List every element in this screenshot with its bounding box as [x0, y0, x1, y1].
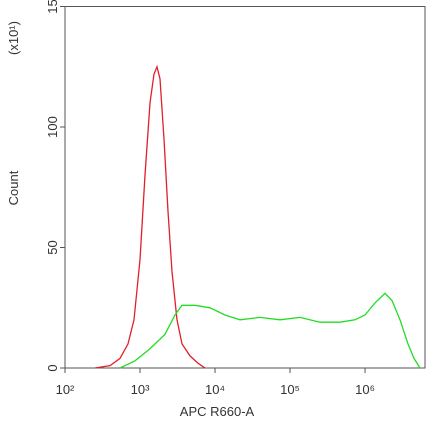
y-multiplier: (x10¹)	[6, 21, 21, 55]
y-tick-label: 15	[45, 0, 60, 14]
y-tick-label: 100	[45, 116, 60, 138]
histogram-line	[119, 292, 421, 369]
x-tick-label: 10⁵	[280, 382, 300, 397]
plot-frame	[64, 6, 426, 369]
x-tick-label: 10²	[56, 382, 75, 397]
y-tick-label: 0	[45, 364, 60, 371]
x-tick-label: 10³	[131, 382, 150, 397]
x-axis-label: APC R660-A	[180, 404, 255, 419]
x-tick-label: 10⁶	[355, 382, 375, 397]
y-axis-label: Count	[6, 170, 21, 205]
x-tick-label: 10⁴	[205, 382, 225, 397]
y-tick-label: 50	[45, 240, 60, 254]
histogram-line	[94, 64, 206, 369]
